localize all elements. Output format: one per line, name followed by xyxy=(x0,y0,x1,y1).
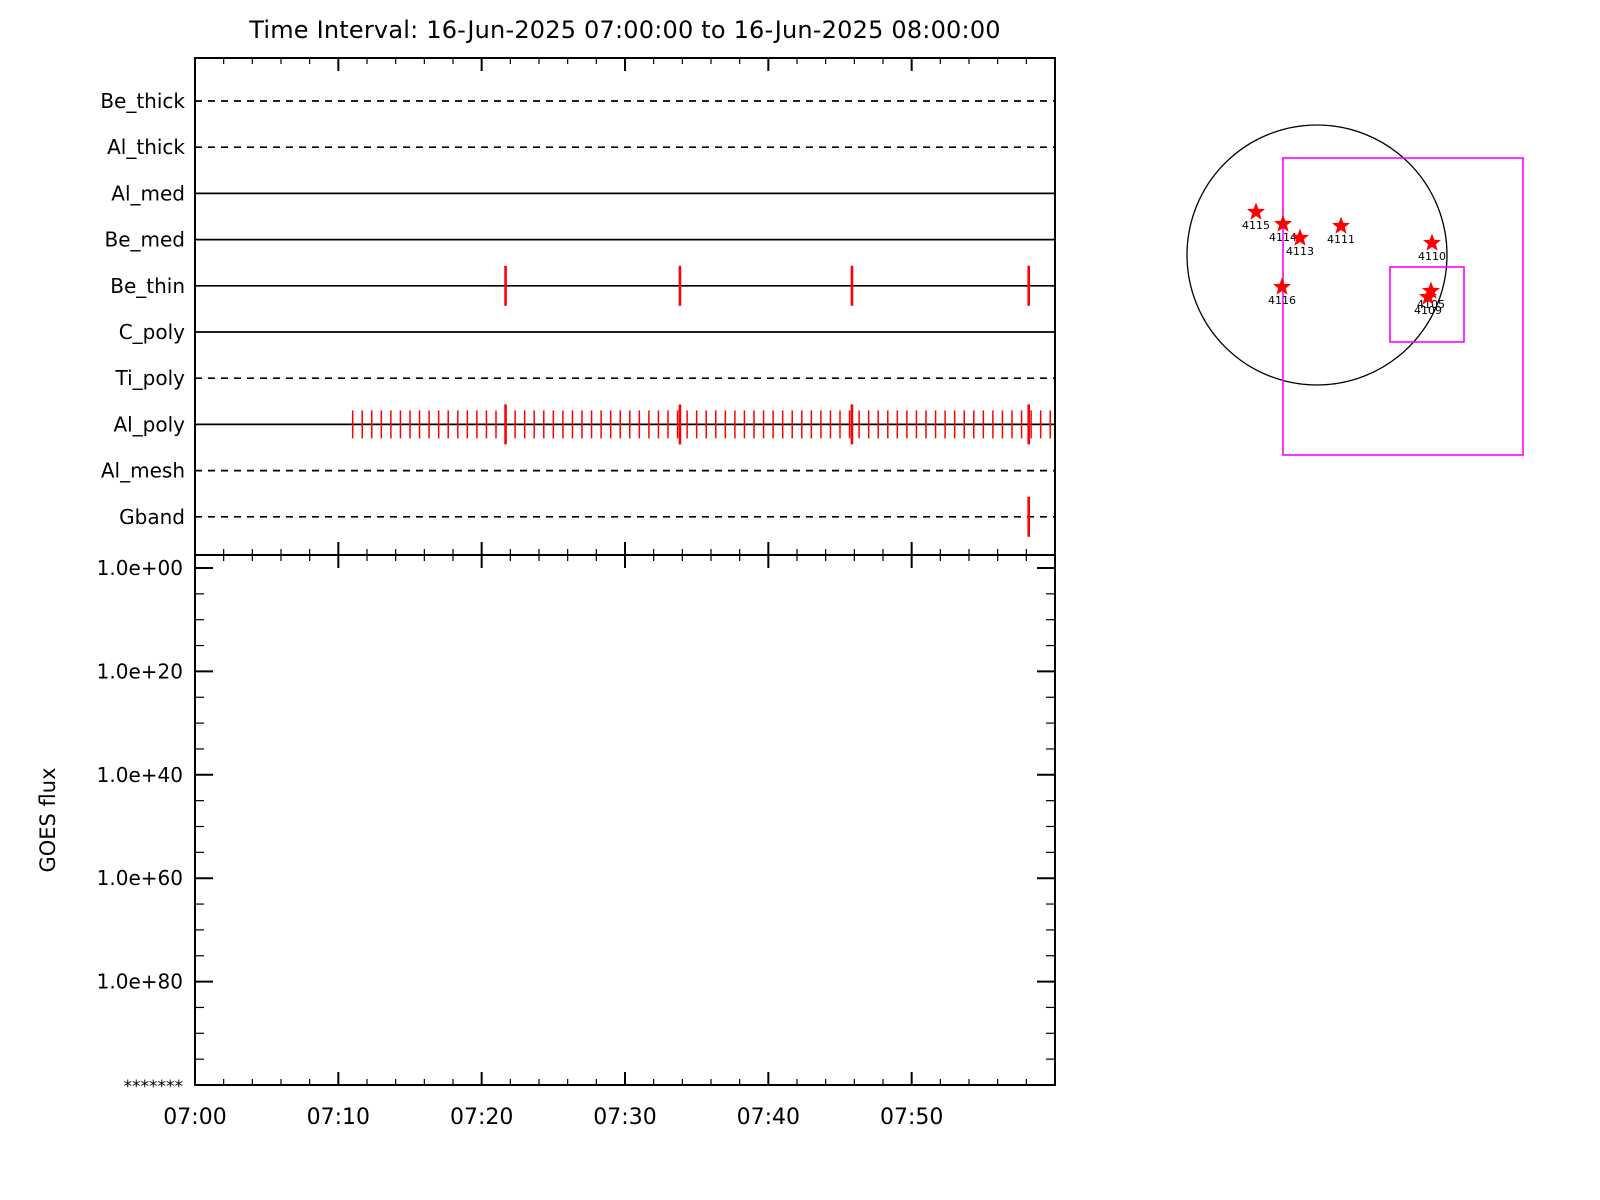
active-region-star xyxy=(1423,233,1441,251)
timeline-row-label: Be_thick xyxy=(100,89,185,113)
timeline-row-label: Ti_poly xyxy=(115,366,186,390)
active-region-label: 4114 xyxy=(1269,231,1297,244)
active-region-star xyxy=(1247,202,1265,220)
goes-panel-border xyxy=(194,554,1056,1086)
active-region-star xyxy=(1419,287,1437,305)
timeline-row-label: Be_med xyxy=(104,228,185,252)
active-region-label: 4110 xyxy=(1418,250,1446,263)
active-region-star xyxy=(1274,214,1292,232)
timeline-row-label: Al_poly xyxy=(113,412,185,436)
active-region-star xyxy=(1273,277,1291,295)
y-tick-label: 1.0e+80 xyxy=(97,970,183,994)
timeline-row-label: C_poly xyxy=(119,320,185,344)
solar-limb-circle xyxy=(1186,124,1448,386)
active-region-star xyxy=(1291,228,1309,246)
y-tick-label: 1.0e+00 xyxy=(97,556,183,580)
y-tick-label: 1.0e+40 xyxy=(97,763,183,787)
active-region-star xyxy=(1332,216,1350,234)
active-region-label: 4116 xyxy=(1268,294,1296,307)
exposure-and-goes-plot: Be_thick Al_thick Al_med Be_med Be_thin C_pol… xyxy=(36,57,1056,1130)
active-region-label: 4111 xyxy=(1327,233,1355,246)
y-tick-label: 1.0e+60 xyxy=(97,866,183,890)
x-tick-label: 07:10 xyxy=(307,1105,370,1130)
timeline-row-label: Al_med xyxy=(111,181,185,205)
timeline-row-label: Be_thin xyxy=(110,274,185,298)
x-tick-label: 07:20 xyxy=(450,1105,513,1130)
timeline-row-label: Al_mesh xyxy=(101,459,185,483)
timeline-panel-border xyxy=(194,57,1056,556)
active-region-label: 4113 xyxy=(1286,245,1314,258)
fov-rect xyxy=(1389,266,1465,343)
x-tick-label: 07:40 xyxy=(737,1105,800,1130)
fov-rect xyxy=(1282,157,1524,456)
timeline-row-label: Al_thick xyxy=(107,135,185,159)
active-region-star xyxy=(1422,281,1440,299)
y-tick-label: 1.0e+20 xyxy=(97,659,183,683)
x-tick-label: 07:50 xyxy=(880,1105,943,1130)
active-region-label: 4115 xyxy=(1242,219,1270,232)
chart-title: Time Interval: 16-Jun-2025 07:00:00 to 1… xyxy=(249,16,1001,44)
y-tick-label: ******* xyxy=(124,1077,184,1097)
x-tick-label: 07:30 xyxy=(593,1105,656,1130)
active-region-label: 4109 xyxy=(1414,304,1442,317)
x-tick-label: 07:00 xyxy=(163,1105,226,1130)
y-axis-title: GOES flux xyxy=(36,767,60,872)
timeline-row-label: Gband xyxy=(119,505,185,529)
